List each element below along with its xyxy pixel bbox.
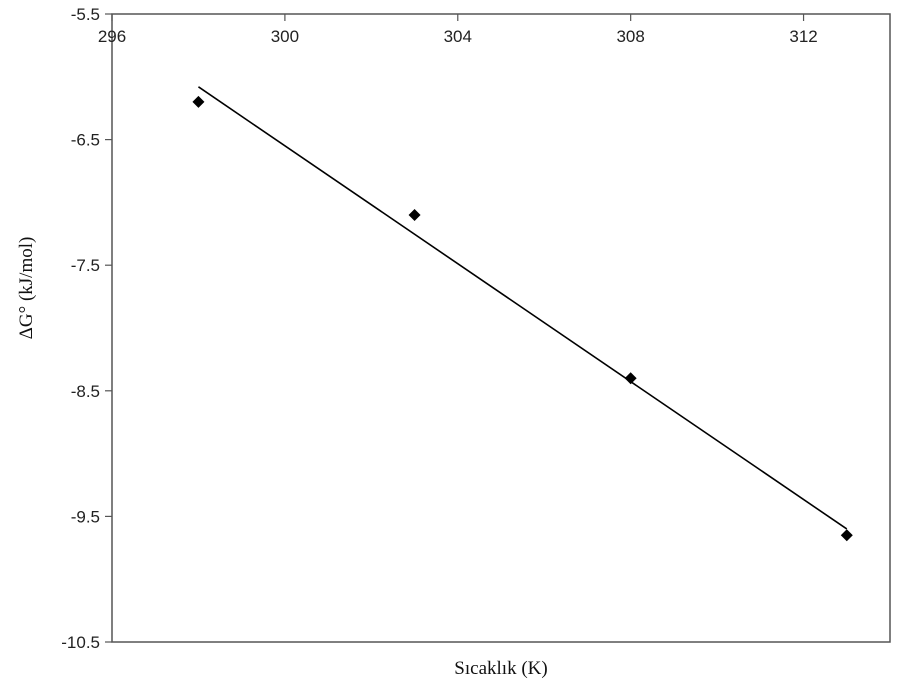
- y-tick-label: -6.5: [71, 131, 100, 150]
- y-tick-label: -10.5: [61, 633, 100, 652]
- x-tick-label: 300: [271, 27, 299, 46]
- y-axis: -5.5 -6.5 -7.5 -8.5 -9.5 -10.5: [61, 5, 112, 652]
- data-point: [840, 529, 853, 542]
- y-tick-label: -8.5: [71, 382, 100, 401]
- data-points: [192, 95, 853, 542]
- x-tick-label: 304: [444, 27, 472, 46]
- x-tick-label: 308: [616, 27, 644, 46]
- plot-frame: [111, 13, 891, 643]
- x-axis: 296 300 304 308 312: [98, 14, 818, 46]
- x-tick-label: 296: [98, 27, 126, 46]
- data-point: [624, 372, 637, 385]
- x-axis-title: Sıcaklık (K): [454, 658, 547, 679]
- plot-border: [111, 13, 891, 643]
- trendline: [197, 86, 848, 530]
- data-point: [408, 208, 421, 221]
- y-axis-title: ΔG° (kJ/mol): [16, 237, 37, 340]
- data-point: [192, 95, 205, 108]
- trendline-group: [197, 86, 848, 530]
- y-tick-label: -7.5: [71, 256, 100, 275]
- y-tick-label: -9.5: [71, 507, 100, 526]
- y-tick-label: -5.5: [71, 5, 100, 24]
- x-tick-label: 312: [789, 27, 817, 46]
